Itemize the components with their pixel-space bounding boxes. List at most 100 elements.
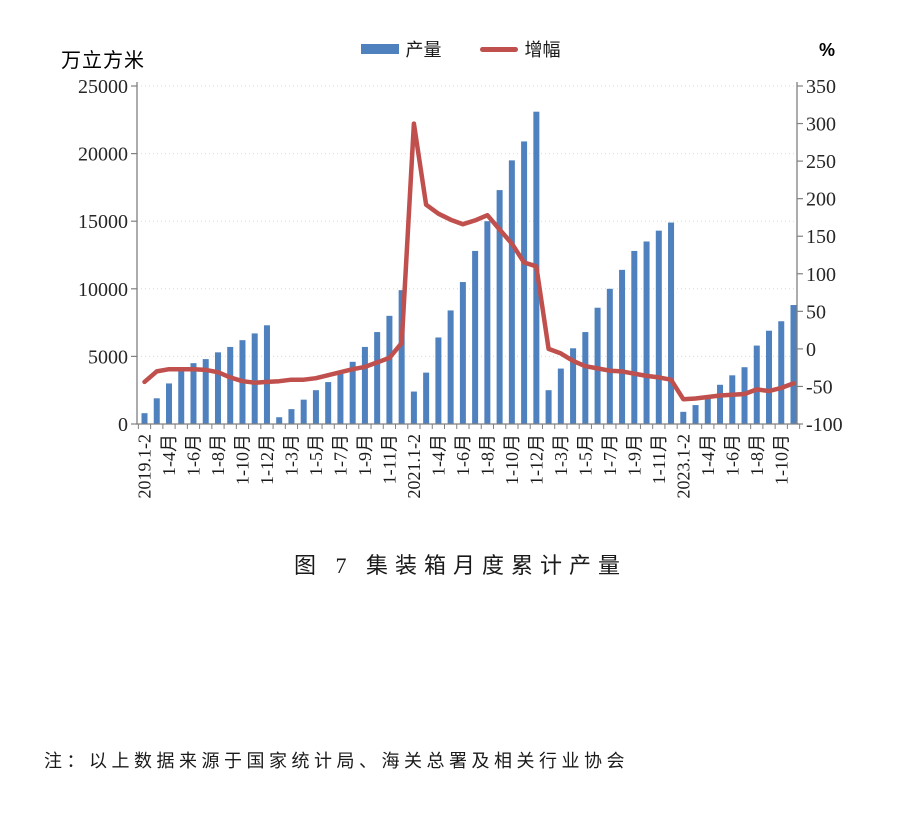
x-axis-tick-label: 1-8月	[477, 434, 497, 476]
production-bar	[766, 330, 773, 424]
right-axis-unit-label: %	[818, 40, 835, 60]
right-axis-tick-label: -50	[806, 376, 833, 398]
x-axis-tick-label: 1-6月	[183, 434, 203, 476]
production-bar	[325, 382, 332, 424]
production-bar	[692, 405, 699, 424]
x-axis-tick-label: 1-10月	[502, 434, 522, 485]
legend-label-growth: 增幅	[524, 40, 561, 60]
x-axis-tick-label: 1-5月	[575, 434, 595, 476]
production-bar	[214, 352, 221, 424]
production-bar	[386, 315, 393, 424]
right-axis-tick-label: 250	[806, 151, 836, 173]
x-axis-tick-label: 1-6月	[453, 434, 473, 476]
production-bar	[374, 332, 381, 424]
production-bar	[778, 321, 785, 424]
production-bar	[570, 348, 577, 424]
x-axis-tick-label: 1-12月	[526, 434, 546, 485]
production-bar	[545, 390, 552, 424]
production-bar	[165, 383, 172, 424]
production-bar	[398, 290, 405, 424]
production-bar	[655, 230, 662, 424]
x-axis-tick-label: 1-4月	[428, 434, 448, 476]
legend-item-production: 产量	[360, 36, 442, 62]
production-bar	[508, 160, 515, 425]
production-bar	[557, 368, 564, 424]
production-bar	[729, 375, 736, 424]
production-bar	[790, 305, 797, 424]
production-bar	[202, 359, 209, 424]
source-note: 注：以上数据来源于国家统计局、海关总署及相关行业协会	[44, 751, 629, 771]
production-bar	[251, 333, 258, 424]
production-bar	[459, 282, 466, 424]
production-swatch-icon	[360, 44, 399, 54]
production-bar	[619, 269, 626, 424]
x-axis-tick-label: 2019.1-2	[135, 434, 155, 499]
production-bar	[594, 307, 601, 424]
x-axis-tick-label: 1-5月	[306, 434, 326, 476]
right-axis-tick-label: 300	[806, 114, 836, 136]
left-axis-tick-label: 25000	[78, 76, 128, 98]
production-bar	[680, 411, 687, 424]
production-bar	[717, 384, 724, 424]
right-axis-tick-label: 50	[806, 301, 826, 323]
production-bar	[300, 399, 307, 424]
x-axis-tick-label: 1-6月	[722, 434, 742, 476]
x-axis-tick-label: 1-11月	[649, 434, 669, 484]
x-axis-tick-label: 1-10月	[232, 434, 252, 485]
left-axis-tick-label: 15000	[78, 211, 128, 233]
production-bar	[521, 141, 528, 424]
left-axis-tick-label: 10000	[78, 279, 128, 301]
figure-caption: 图 7 集装箱月度累计产量	[293, 553, 627, 578]
production-bar	[337, 373, 344, 424]
production-bar	[276, 417, 283, 424]
chart-plot: 0 5000 10000 15000 20000 25000 -100 -50 0 50 100 15…	[78, 76, 843, 499]
production-bar	[288, 409, 295, 424]
production-bar	[753, 345, 760, 424]
production-bar	[435, 337, 442, 424]
right-axis-tick-label: 200	[806, 189, 836, 211]
x-axis-tick-label: 1-3月	[281, 434, 301, 476]
right-axis-tick-label: 350	[806, 76, 836, 98]
production-bar	[484, 221, 491, 424]
x-axis-tick-label: 1-9月	[355, 434, 375, 476]
production-bar	[349, 361, 356, 424]
production-bar	[496, 190, 503, 424]
production-bar	[472, 250, 479, 424]
x-axis-tick-label: 2021.1-2	[404, 434, 424, 499]
production-bar	[410, 391, 417, 424]
left-axis-tick-label: 20000	[78, 144, 128, 166]
legend-item-growth: 增幅	[479, 36, 561, 62]
production-bar	[631, 250, 638, 424]
x-axis-tick-label: 1-12月	[257, 434, 277, 485]
production-bar	[361, 346, 368, 424]
production-bar	[606, 288, 613, 424]
x-axis-tick-label: 1-4月	[698, 434, 718, 476]
production-bar	[312, 390, 319, 424]
legend-label-production: 产量	[405, 40, 442, 60]
production-bar	[141, 413, 148, 424]
production-bar	[643, 241, 650, 424]
production-bar	[263, 325, 270, 424]
production-bar	[668, 222, 675, 424]
production-bar	[227, 346, 234, 424]
right-axis-tick-label: 150	[806, 226, 836, 248]
x-axis-tick-label: 1-8月	[747, 434, 767, 476]
growth-line	[142, 121, 796, 402]
production-bar	[447, 310, 454, 424]
x-axis-tick-label: 1-8月	[208, 434, 228, 476]
left-axis-tick-label: 5000	[88, 346, 128, 368]
right-axis-tick-label: -100	[806, 414, 843, 436]
production-bar	[704, 395, 711, 424]
right-axis-tick-label: 0	[806, 339, 816, 361]
production-bar	[423, 372, 430, 424]
x-axis-tick-label: 1-7月	[600, 434, 620, 476]
production-bar	[190, 363, 197, 424]
x-axis-tick-label: 1-3月	[551, 434, 571, 476]
x-axis-tick-label: 1-9月	[624, 434, 644, 476]
x-axis-tick-label: 1-10月	[771, 434, 791, 485]
growth-swatch-icon	[479, 46, 518, 52]
production-bar	[178, 371, 185, 424]
x-axis-tick-label: 1-7月	[330, 434, 350, 476]
x-axis-tick-label: 2023.1-2	[673, 434, 693, 499]
